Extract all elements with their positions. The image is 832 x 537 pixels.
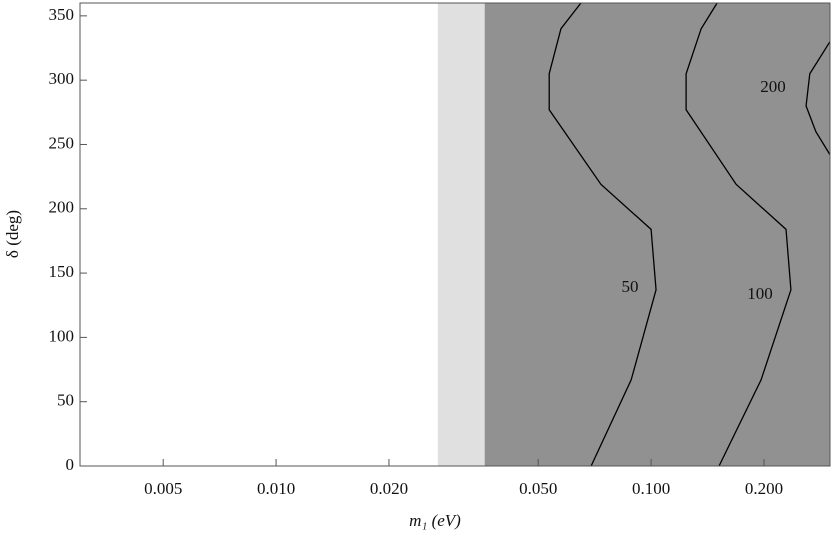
contour-line	[685, 2, 792, 467]
x-tick-label: 0.050	[519, 479, 557, 498]
contour-label: 50	[622, 277, 639, 296]
contour-line	[548, 2, 657, 467]
x-tick-label: 0.100	[632, 479, 670, 498]
y-tick-label: 300	[49, 69, 75, 88]
contour-line	[805, 41, 831, 156]
y-tick-label: 150	[49, 262, 75, 281]
contour-label: 100	[747, 284, 773, 303]
y-tick-label: 0	[66, 455, 75, 474]
shaded-region	[484, 3, 830, 466]
x-tick-label: 0.200	[745, 479, 783, 498]
x-tick-label: 0.010	[257, 479, 295, 498]
y-tick-label: 200	[49, 198, 75, 217]
y-axis-label: δ (deg)	[3, 210, 22, 258]
x-tick-label: 0.020	[370, 479, 408, 498]
x-axis-label: m₁ (eV)	[409, 511, 461, 530]
y-tick-label: 250	[49, 133, 75, 152]
shaded-region	[437, 3, 485, 466]
x-tick-label: 0.005	[144, 479, 182, 498]
plot-frame	[79, 2, 831, 467]
y-tick-label: 350	[49, 5, 75, 24]
contour-label: 200	[760, 77, 786, 96]
y-tick-label: 100	[49, 326, 75, 345]
y-tick-label: 50	[57, 391, 74, 410]
